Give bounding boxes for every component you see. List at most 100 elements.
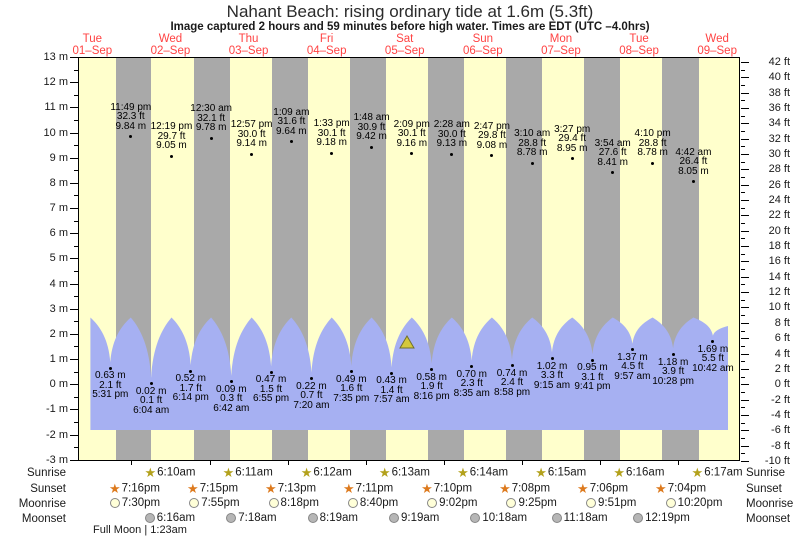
axis-minor-tick [741,284,745,286]
row-label-moonrise-right: Moonrise [746,498,793,510]
axis-minor-tick [741,146,745,148]
low-tide-annotation: 0.09 m 0.3 ft 6:42 am [199,385,263,414]
annotation-line: 0.47 m [255,374,287,386]
annotation-line: 12:30 am [190,103,232,115]
day-boundary-tick [521,461,523,465]
low-tide-annotation: 1.69 m 5.5 ft 10:42 am [681,344,745,374]
axis-label-left: 2 m [49,327,68,340]
tide-dot [711,340,715,344]
annotation-line: 27.6 ft [598,147,627,159]
axis-tick [741,184,749,186]
annotation-line: 3:54 am [594,137,631,149]
annotation-line: 9.14 m [236,138,267,150]
axis-tick [741,322,749,324]
axis-label-right: 10 ft [768,301,790,314]
axis-tick [70,208,78,210]
moonrise-circle-icon [427,498,438,508]
moonset-circle-icon [633,513,644,523]
annotation-line: 9.13 m [436,138,468,150]
day-weekday: Sun [472,33,494,45]
annotation-line: 5:31 pm [92,389,129,401]
annotation-line: 3.1 ft [581,371,604,383]
moonrise-time: 10:20pm [677,497,723,509]
axis-label-right: 14 ft [768,270,790,283]
axis-label-right: -10 ft [764,454,790,467]
axis-label-right: 38 ft [768,86,790,99]
moonrise-circle-icon [347,498,358,508]
axis-label-left: -3 m [46,453,68,466]
axis-tick [70,157,78,159]
axis-minor-tick [74,69,78,71]
axis-tick [741,77,749,79]
axis-label-right: 24 ft [768,194,790,207]
axis-label-right: 26 ft [768,178,790,191]
moonrise-entry: 8:18pm [268,497,319,509]
annotation-line: 5.5 ft [701,353,725,365]
axis-tick [741,200,749,202]
moonset-entry: 12:19pm [633,512,690,524]
annotation-line: 1.37 m [617,351,648,363]
row-label-moonrise-left: Moonrise [18,498,66,510]
high-tide-annotation: 12:57 pm 30.0 ft 9.14 m [220,120,284,149]
axis-label-right: -2 ft [771,393,790,406]
axis-label-left: 9 m [49,151,68,164]
axis-tick [70,258,78,260]
tide-dot [189,369,193,373]
annotation-line: 9:41 pm [574,381,611,393]
annotation-line: 0.1 ft [140,395,163,407]
low-tide-annotation: 0.74 m 2.4 ft 8:58 pm [480,368,544,398]
axis-minor-tick [74,195,78,197]
axis-minor-tick [741,131,745,133]
annotation-line: 9.64 m [276,125,307,137]
day-date: 02–Sep [150,44,191,57]
sunset-star-icon: ★ [187,481,199,496]
moonset-circle-icon [144,513,155,523]
sunset-star-icon: ★ [577,481,589,496]
moonrise-time: 7:55pm [201,497,240,509]
low-tide-annotation: 0.02 m 0.1 ft 6:04 am [119,386,183,416]
axis-label-right: 30 ft [768,148,790,161]
annotation-line: 11:49 pm [110,101,152,113]
page-title: Nahant Beach: rising ordinary tide at 1.… [226,2,594,21]
tide-dot [129,135,133,139]
axis-minor-tick [741,223,745,225]
low-tide-annotation: 1.37 m 4.5 ft 9:57 am [600,351,664,382]
day-date: 08–Sep [619,44,659,57]
day-weekday: Wed [158,33,183,45]
annotation-line: 6:55 pm [252,393,290,405]
annotation-line: 0.63 m [95,370,126,382]
axis-tick [741,292,749,294]
annotation-line: 1.02 m [536,360,568,372]
sunrise-entry: ★6:12am [301,466,352,479]
tide-dot [590,358,594,362]
axis-label-right: 2 ft [774,362,790,375]
axis-tick [70,384,78,386]
annotation-line: 30.9 ft [357,121,386,133]
annotation-line: 9.78 m [195,122,227,134]
day-date: 07–Sep [541,44,581,57]
annotation-line: 0.09 m [216,383,247,395]
day-boundary-tick [678,461,680,465]
row-label-moonset-right: Moonset [746,513,791,525]
axis-label-right: 0 ft [774,378,790,391]
row-label-moonset-left: Moonset [21,513,66,525]
sunset-entry: ★7:16pm [109,482,160,495]
annotation-line: 28.8 ft [518,137,547,149]
moonrise-time: 9:51pm [598,497,637,509]
day-weekday: Wed [705,33,729,45]
sunrise-entry: ★6:17am [692,466,743,479]
day-boundary-tick [365,461,367,465]
annotation-line: 1.4 ft [380,384,403,396]
sunrise-star-icon: ★ [144,465,157,480]
low-tide-annotation: 0.47 m 1.5 ft 6:55 pm [239,375,303,404]
sunrise-star-icon: ★ [613,465,626,480]
high-tide-annotation: 11:49 pm 32.3 ft 9.84 m [99,101,163,132]
axis-tick [70,308,78,310]
moonrise-time: 9:02pm [439,497,478,509]
annotation-line: 1:09 am [273,106,310,118]
sunset-time: 7:11pm [355,482,394,495]
moonset-time: 6:16am [156,512,196,524]
annotation-line: 1.9 ft [420,381,443,393]
tide-dot [490,154,494,158]
annotation-line: 0.43 m [376,375,407,387]
